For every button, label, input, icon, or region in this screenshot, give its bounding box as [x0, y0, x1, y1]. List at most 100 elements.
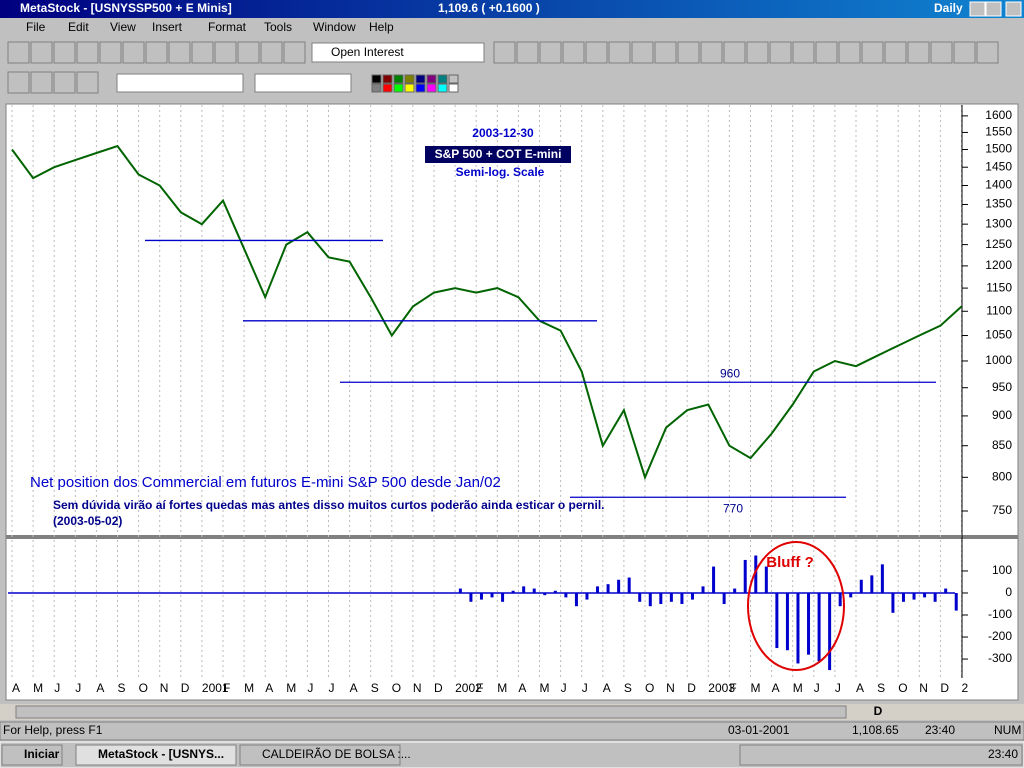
tool-button[interactable] [654, 41, 677, 64]
tool-button[interactable] [677, 41, 700, 64]
x-tick-label: A [12, 681, 20, 695]
tool-button[interactable] [815, 41, 838, 64]
color-swatch[interactable] [393, 83, 404, 93]
cot-bar [807, 592, 811, 655]
task-label[interactable]: CALDEIRÃO DE BOLSA :... [262, 747, 411, 761]
tool-button[interactable] [76, 71, 99, 94]
tool-button[interactable] [723, 41, 746, 64]
color-swatch[interactable] [437, 74, 448, 84]
color-swatch[interactable] [382, 83, 393, 93]
color-swatch[interactable] [393, 74, 404, 84]
cot-bar [543, 592, 547, 596]
start-label[interactable]: Iniciar [24, 747, 60, 761]
x-tick-label: A [856, 681, 864, 695]
color-swatch[interactable] [426, 74, 437, 84]
tool-button[interactable] [976, 41, 999, 64]
scroll-button[interactable]: D [874, 704, 883, 718]
menu-item[interactable]: Insert [152, 20, 183, 34]
window-button[interactable] [1005, 1, 1022, 17]
color-swatch[interactable] [404, 83, 415, 93]
menu-item[interactable]: Window [313, 20, 356, 34]
cot-bar [712, 566, 716, 593]
x-tick-label: J [835, 681, 841, 695]
cot-bar [722, 592, 726, 604]
tool-button[interactable] [122, 41, 145, 64]
tool-button[interactable] [99, 41, 122, 64]
tool-button[interactable] [608, 41, 631, 64]
line-width-combo[interactable] [254, 73, 352, 93]
task-button[interactable] [75, 744, 237, 766]
color-swatch[interactable] [415, 83, 426, 93]
color-swatch[interactable] [437, 83, 448, 93]
tool-button[interactable] [283, 41, 306, 64]
tool-button[interactable] [838, 41, 861, 64]
color-swatch[interactable] [371, 74, 382, 84]
tool-button[interactable] [907, 41, 930, 64]
window-button[interactable] [985, 1, 1002, 17]
tool-button[interactable] [700, 41, 723, 64]
annotation: Sem dúvida virão aí fortes quedas mas an… [53, 498, 605, 512]
tool-button[interactable] [953, 41, 976, 64]
tool-button[interactable] [145, 41, 168, 64]
tool-button[interactable] [191, 41, 214, 64]
color-swatch[interactable] [426, 83, 437, 93]
status-field: NUM [994, 723, 1021, 737]
tool-button[interactable] [493, 41, 516, 64]
color-swatch[interactable] [448, 74, 459, 84]
annotation: Bluff ? [766, 554, 813, 571]
x-tick-label: O [139, 681, 148, 695]
tool-button[interactable] [237, 41, 260, 64]
menu-item[interactable]: View [110, 20, 136, 34]
tool-button[interactable] [562, 41, 585, 64]
tool-button[interactable] [792, 41, 815, 64]
color-swatch[interactable] [415, 74, 426, 84]
tool-button[interactable] [769, 41, 792, 64]
x-tick-label: M [751, 681, 761, 695]
cot-bar [838, 592, 842, 607]
x-tick-label: J [75, 681, 81, 695]
menu-item[interactable]: Format [208, 20, 247, 34]
cot-bar [733, 588, 737, 593]
status-bar [0, 721, 1024, 741]
tool-button[interactable] [539, 41, 562, 64]
tool-button[interactable] [7, 71, 30, 94]
menu-item[interactable]: Edit [68, 20, 89, 34]
tool-button[interactable] [214, 41, 237, 64]
color-swatch[interactable] [404, 74, 415, 84]
task-label[interactable]: MetaStock - [USNYS... [98, 747, 224, 761]
tool-button[interactable] [7, 41, 30, 64]
menu-item[interactable]: Help [369, 20, 394, 34]
tool-button[interactable] [260, 41, 283, 64]
task-button[interactable] [239, 744, 401, 766]
color-swatch[interactable] [371, 83, 382, 93]
line-style-combo[interactable] [116, 73, 244, 93]
tool-button[interactable] [30, 71, 53, 94]
color-swatch[interactable] [382, 74, 393, 84]
tool-button[interactable] [884, 41, 907, 64]
menu-item[interactable]: Tools [264, 20, 292, 34]
tool-button[interactable] [746, 41, 769, 64]
indicator-combo[interactable] [311, 42, 485, 63]
tool-button[interactable] [53, 71, 76, 94]
menu-item[interactable]: File [26, 20, 46, 34]
tool-button[interactable] [53, 41, 76, 64]
tool-button[interactable] [631, 41, 654, 64]
x-tick-label: M [497, 681, 507, 695]
x-tick-label: F [729, 681, 736, 695]
window-button[interactable] [969, 1, 986, 17]
scroll-thumb[interactable] [15, 705, 847, 719]
tool-button[interactable] [585, 41, 608, 64]
title-bar [0, 0, 1024, 18]
x-tick-label: F [223, 681, 230, 695]
start-button[interactable] [1, 744, 63, 766]
tool-button[interactable] [861, 41, 884, 64]
tool-button[interactable] [930, 41, 953, 64]
tool-button[interactable] [76, 41, 99, 64]
x-tick-label: S [624, 681, 632, 695]
cot-bar [743, 559, 747, 593]
cot-bar [785, 592, 789, 651]
tool-button[interactable] [516, 41, 539, 64]
tool-button[interactable] [168, 41, 191, 64]
tool-button[interactable] [30, 41, 53, 64]
color-swatch[interactable] [448, 83, 459, 93]
